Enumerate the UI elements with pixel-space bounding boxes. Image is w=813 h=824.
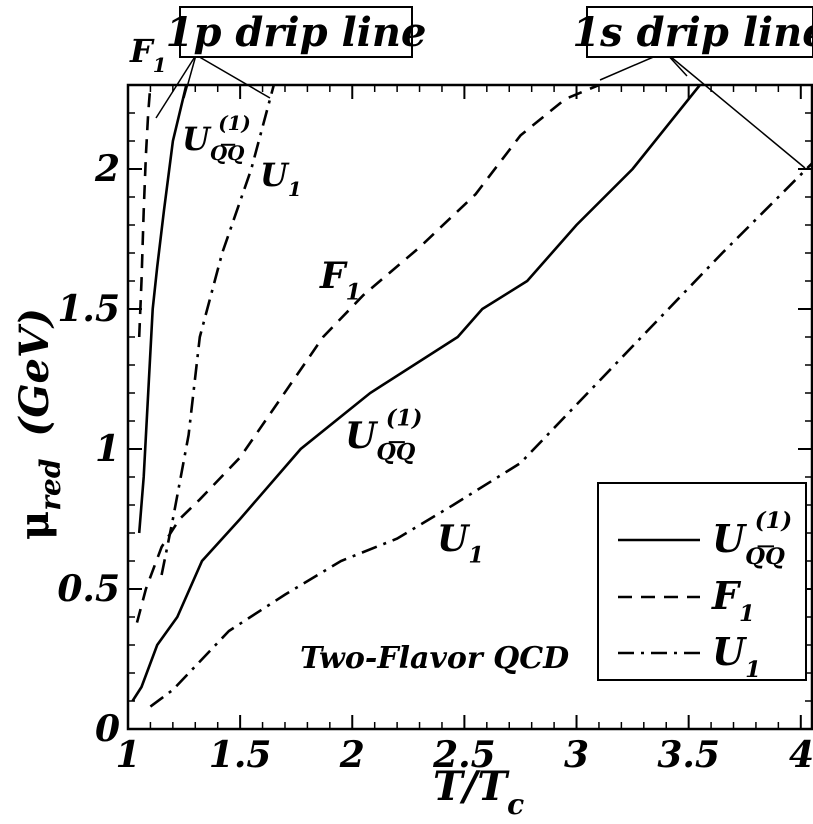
- legend-label: U1: [712, 629, 761, 683]
- axis-ticks: [127, 85, 812, 730]
- label-F1-1p: F1: [129, 32, 167, 77]
- x-tick-label: 2.5: [432, 734, 496, 776]
- series-lines: [131, 85, 812, 708]
- y-tick-label: 0: [95, 708, 120, 750]
- series-line-1p-dashdot: [160, 85, 276, 576]
- y-tick-label: 0.5: [57, 568, 120, 610]
- series-line-1s-solid: [131, 85, 701, 702]
- legend-box: [597, 482, 807, 681]
- annotation-1p-drip-line-box: [179, 6, 413, 58]
- series-line-1p-dashed: [137, 85, 152, 338]
- x-tick-label: 2: [339, 734, 365, 776]
- series-line-1p-solid: [137, 85, 188, 534]
- annotation-1s-drip-line: 1s drip line: [572, 9, 813, 56]
- y-axis-label-main: μ: [11, 511, 58, 540]
- x-axis-label: T/Tc: [433, 763, 524, 821]
- drip-line-pointer-1p: [183, 54, 197, 99]
- legend-label: F1: [711, 573, 755, 627]
- x-axis-label-sub: c: [507, 788, 524, 821]
- label-U1-1s: U1: [437, 518, 484, 569]
- label-UQQ-1p: UQQ(1): [182, 111, 251, 165]
- x-tick-label: 3: [564, 734, 589, 776]
- y-tick-label: 1: [95, 428, 120, 470]
- series-line-1s-dashed: [135, 85, 600, 623]
- x-axis-label-main: T/T: [433, 763, 510, 810]
- two-flavor-qcd-label: Two-Flavor QCD: [300, 641, 569, 676]
- y-axis-label: μred (GeV): [11, 308, 67, 540]
- x-tick-label: 3.5: [657, 734, 720, 776]
- x-tick-label: 1.5: [209, 734, 272, 776]
- label-F1-1s: F1: [319, 255, 361, 306]
- x-tick-label: 4: [789, 734, 813, 776]
- x-tick-label: 1: [115, 734, 140, 776]
- annotations: 1p drip line 1s drip lineF1UQQ(1)U1F1UQQ(…: [129, 6, 813, 676]
- y-tick-label: 2: [94, 148, 120, 190]
- annotation-1s-drip-line-box: [586, 6, 813, 58]
- drip-line-pointer-1p: [155, 54, 197, 119]
- annotation-1p-drip-line: 1p drip line: [166, 9, 427, 56]
- legend-label: UQQ(1): [712, 508, 792, 570]
- label-UQQ-1s: UQQ(1): [345, 405, 422, 465]
- plot-frame: [126, 83, 813, 731]
- series-line-1s-dashdot: [149, 162, 812, 708]
- drip-line-pointer-1p: [195, 54, 271, 99]
- y-axis-label-unit: (GeV): [11, 308, 58, 437]
- drip-line-pointer-1s: [664, 51, 806, 169]
- label-U1-1p: U1: [260, 156, 302, 201]
- y-tick-label: 1.5: [57, 288, 120, 330]
- y-axis-label-sub: red: [34, 459, 67, 511]
- tick-labels: 1 1.5 2 2.5 3 3.5 4 0 0.5 1 1.5 2: [57, 148, 813, 776]
